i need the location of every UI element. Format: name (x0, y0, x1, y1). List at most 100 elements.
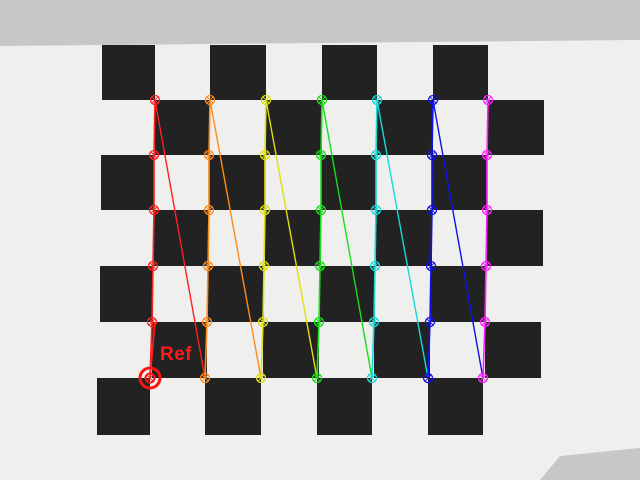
checker-square (377, 100, 433, 155)
corner-marker (204, 94, 216, 106)
corner-cross-b (372, 151, 380, 159)
corner-cross-b (427, 262, 435, 270)
corner-cross-b (370, 318, 378, 326)
corner-circle (481, 204, 493, 216)
column-link-line (373, 265, 376, 323)
checker-square (432, 155, 487, 210)
diagonal-link-line (209, 99, 262, 379)
column-link-line (207, 209, 210, 267)
corner-circle (202, 260, 214, 272)
reference-outer-ring (138, 366, 162, 390)
corner-circle (259, 149, 271, 161)
corner-cross-b (426, 318, 434, 326)
column-link-line (260, 321, 264, 379)
corner-circle (366, 372, 378, 384)
corner-cross-b (373, 96, 381, 104)
corner-circle (147, 260, 159, 272)
corner-circle (315, 204, 327, 216)
column-link-line (484, 265, 487, 323)
corner-cross-b (428, 151, 436, 159)
corner-cross-b (316, 262, 324, 270)
corner-marker (369, 260, 381, 272)
checker-square (266, 100, 322, 155)
corner-marker (260, 94, 272, 106)
corner-cross-b (150, 151, 158, 159)
corner-marker (424, 316, 436, 328)
corner-marker (259, 204, 271, 216)
corner-circle (477, 372, 489, 384)
corner-cross-b (429, 96, 437, 104)
corner-cross-b (149, 262, 157, 270)
column-link-line (316, 321, 320, 379)
corner-circle (426, 204, 438, 216)
corner-marker (148, 204, 160, 216)
checker-square (433, 45, 488, 100)
column-link-line (153, 99, 156, 156)
diagonal-link-line (432, 99, 484, 379)
corner-marker (366, 372, 378, 384)
column-link-line (264, 99, 267, 156)
corner-marker (315, 149, 327, 161)
column-link-line (320, 99, 323, 156)
corner-circle (425, 260, 437, 272)
corner-circle (369, 260, 381, 272)
corner-circle (370, 204, 382, 216)
corner-cross-b (372, 206, 380, 214)
checker-square (320, 266, 375, 322)
column-link-line (204, 321, 208, 379)
corner-marker (426, 149, 438, 161)
corner-marker (481, 149, 493, 161)
corner-marker (315, 204, 327, 216)
corner-cross-b (204, 262, 212, 270)
corner-marker (481, 204, 493, 216)
corner-circle (314, 260, 326, 272)
checker-square (100, 266, 153, 322)
corner-circle (426, 149, 438, 161)
checker-square (155, 100, 210, 155)
corner-links (149, 99, 489, 379)
column-link-line (429, 265, 432, 323)
corner-marker (201, 316, 213, 328)
corner-cross-b (483, 151, 491, 159)
column-link-line (262, 265, 265, 323)
diagonal-link-line (154, 99, 206, 379)
corner-marker (427, 94, 439, 106)
corner-circle (149, 94, 161, 106)
corner-cross-b (483, 206, 491, 214)
corner-circle (257, 316, 269, 328)
corner-cross-b (479, 374, 487, 382)
corner-circle (255, 372, 267, 384)
corner-circle (427, 94, 439, 106)
corner-circle (482, 94, 494, 106)
corner-marker (426, 204, 438, 216)
corner-circle (258, 260, 270, 272)
column-link-line (486, 99, 489, 156)
column-link-line (208, 99, 211, 156)
corner-marker (257, 316, 269, 328)
corner-circle (203, 204, 215, 216)
corner-cross-b (148, 318, 156, 326)
corner-cross-b (150, 206, 158, 214)
checker-square (488, 100, 544, 155)
corner-circle (313, 316, 325, 328)
corner-marker (311, 372, 323, 384)
corner-circle (424, 316, 436, 328)
corner-marker (313, 316, 325, 328)
checker-square (487, 210, 543, 266)
column-link-line (319, 209, 322, 267)
column-link-line (427, 321, 431, 379)
corner-cross-b (318, 96, 326, 104)
column-link-line (151, 265, 154, 323)
corner-circle (479, 316, 491, 328)
checker-square (210, 45, 266, 100)
corner-circle (368, 316, 380, 328)
corner-cross-b (481, 318, 489, 326)
reference-link-line (149, 321, 156, 379)
diagonal-link-line (265, 99, 318, 379)
corner-cross-b (260, 262, 268, 270)
corner-marker (480, 260, 492, 272)
corner-cross-b (257, 374, 265, 382)
corner-marker (371, 94, 383, 106)
checker-square (322, 45, 377, 100)
